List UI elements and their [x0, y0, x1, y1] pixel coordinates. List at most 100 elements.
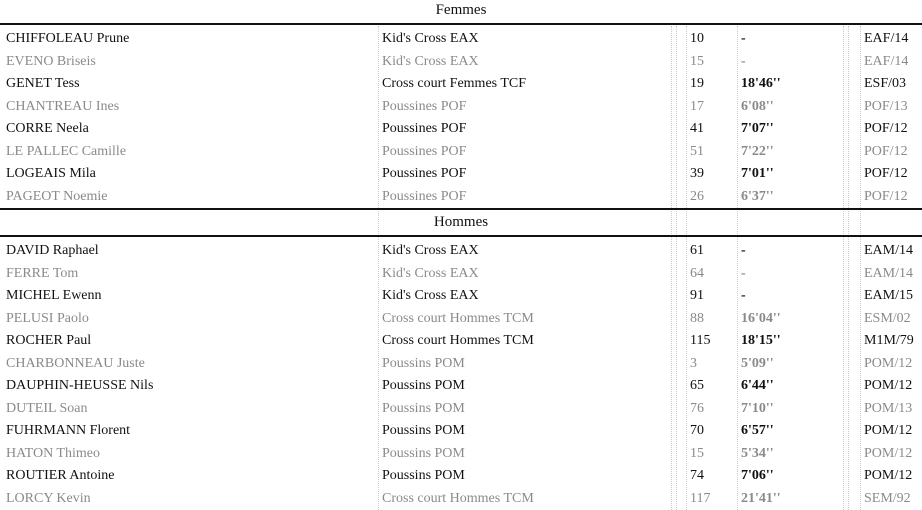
athlete-name: LORCY Kevin — [6, 488, 91, 509]
race-time: 6'44'' — [741, 376, 774, 396]
category: POM/12 — [864, 443, 913, 464]
bib-number: 91 — [690, 286, 704, 306]
athlete-name: LOGEAIS Mila — [6, 164, 96, 184]
column-separator — [378, 26, 379, 510]
category: M1M/79 — [864, 331, 914, 351]
race-name: Cross court Femmes TCF — [382, 74, 527, 94]
column-separator — [676, 26, 677, 510]
athlete-name: DAUPHIN-HEUSSE Nils — [6, 376, 154, 396]
section-rule — [0, 23, 922, 25]
race-time: - — [741, 286, 746, 306]
bib-number: 15 — [690, 443, 704, 464]
column-separator — [671, 26, 672, 510]
column-separator — [737, 26, 738, 510]
category: POF/12 — [864, 186, 908, 207]
race-time: 7'07'' — [741, 119, 774, 139]
race-time: 6'57'' — [741, 421, 774, 441]
race-name: Kid's Cross EAX — [382, 29, 479, 49]
race-time: 5'34'' — [741, 443, 774, 464]
athlete-name: FERRE Tom — [6, 263, 79, 284]
race-time: 7'01'' — [741, 164, 774, 184]
section-title: Hommes — [433, 214, 489, 230]
athlete-name: PAGEOT Noemie — [6, 186, 108, 207]
bib-number: 19 — [690, 74, 704, 94]
race-name: Poussines POF — [382, 164, 467, 184]
race-name: Poussins POM — [382, 466, 465, 486]
race-time: - — [741, 29, 746, 49]
athlete-name: MICHEL Ewenn — [6, 286, 102, 306]
category: POF/13 — [864, 96, 908, 117]
bib-number: 76 — [690, 398, 704, 419]
column-separator — [843, 26, 844, 510]
race-time: 7'10'' — [741, 398, 774, 419]
bib-number: 3 — [690, 353, 697, 374]
column-separator — [860, 26, 861, 510]
race-name: Cross court Hommes TCM — [382, 488, 534, 509]
race-time: 6'37'' — [741, 186, 774, 207]
category: EAM/14 — [864, 241, 913, 261]
race-name: Kid's Cross EAX — [382, 51, 479, 72]
race-name: Poussins POM — [382, 353, 465, 374]
category: POF/12 — [864, 141, 908, 162]
race-time: 16'04'' — [741, 308, 781, 329]
bib-number: 70 — [690, 421, 704, 441]
race-time: 7'06'' — [741, 466, 774, 486]
race-time: 18'46'' — [741, 74, 781, 94]
athlete-name: CHANTREAU Ines — [6, 96, 120, 117]
race-time: - — [741, 241, 746, 261]
bib-number: 26 — [690, 186, 704, 207]
race-time: 6'08'' — [741, 96, 774, 117]
race-time: 7'22'' — [741, 141, 774, 162]
race-name: Poussins POM — [382, 443, 465, 464]
athlete-name: HATON Thimeo — [6, 443, 100, 464]
column-separator — [848, 26, 849, 510]
athlete-name: CHIFFOLEAU Prune — [6, 29, 130, 49]
athlete-name: EVENO Briseis — [6, 51, 96, 72]
category: POM/12 — [864, 466, 913, 486]
bib-number: 51 — [690, 141, 704, 162]
athlete-name: FUHRMANN Florent — [6, 421, 131, 441]
category: POM/12 — [864, 353, 913, 374]
bib-number: 41 — [690, 119, 704, 139]
bib-number: 10 — [690, 29, 704, 49]
race-name: Poussines POF — [382, 96, 467, 117]
category: POM/12 — [864, 376, 913, 396]
athlete-name: ROUTIER Antoine — [6, 466, 115, 486]
race-name: Kid's Cross EAX — [382, 241, 479, 261]
category: EAF/14 — [864, 29, 909, 49]
athlete-name: PELUSI Paolo — [6, 308, 89, 329]
bib-number: 74 — [690, 466, 704, 486]
category: POF/12 — [864, 164, 908, 184]
athlete-name: CHARBONNEAU Juste — [6, 353, 145, 374]
race-time: - — [741, 51, 746, 72]
category: EAF/14 — [864, 51, 909, 72]
race-name: Cross court Hommes TCM — [382, 331, 534, 351]
bib-number: 117 — [690, 488, 711, 509]
race-time: 21'41'' — [741, 488, 781, 509]
bib-number: 115 — [690, 331, 711, 351]
bib-number: 88 — [690, 308, 704, 329]
race-name: Poussines POF — [382, 186, 467, 207]
race-name: Kid's Cross EAX — [382, 286, 479, 306]
category: ESF/03 — [864, 74, 907, 94]
race-name: Poussines POF — [382, 119, 467, 139]
athlete-name: DAVID Raphael — [6, 241, 99, 261]
bib-number: 61 — [690, 241, 704, 261]
athlete-name: LE PALLEC Camille — [6, 141, 127, 162]
category: POM/13 — [864, 398, 913, 419]
race-name: Poussins POM — [382, 376, 465, 396]
bib-number: 65 — [690, 376, 704, 396]
category: EAM/14 — [864, 263, 913, 284]
bib-number: 39 — [690, 164, 704, 184]
bib-number: 64 — [690, 263, 704, 284]
athlete-name: CORRE Neela — [6, 119, 89, 139]
section-rule — [0, 235, 922, 237]
race-time: - — [741, 263, 746, 284]
category: SEM/92 — [864, 488, 911, 509]
category: ESM/02 — [864, 308, 911, 329]
race-name: Poussines POF — [382, 141, 467, 162]
race-time: 5'09'' — [741, 353, 774, 374]
bib-number: 15 — [690, 51, 704, 72]
athlete-name: ROCHER Paul — [6, 331, 92, 351]
